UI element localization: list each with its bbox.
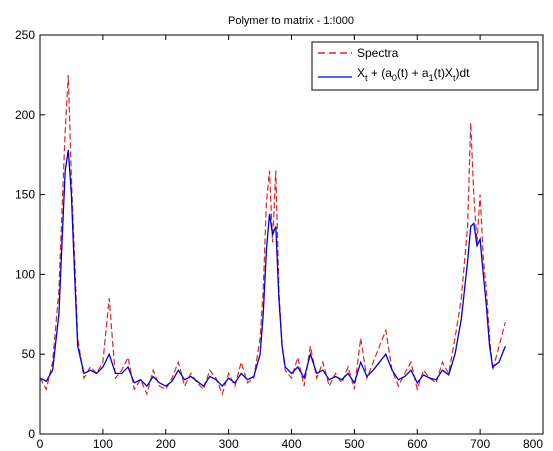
- legend-label-part: X: [357, 66, 365, 80]
- y-tick-label: 200: [15, 108, 35, 122]
- x-tick-label: 300: [219, 437, 239, 451]
- legend-label-subscript: 0: [392, 73, 397, 83]
- legend-label-model: Xt + (a0(t) + a1(t)Xt)dt: [357, 66, 470, 83]
- tick-layer: 0 100 200 300 400 500 600 700 800 0 50 100 150 200 250: [15, 28, 544, 451]
- legend-box: [311, 41, 539, 91]
- legend-label-part: (t)X: [434, 66, 453, 80]
- legend-label-subscript: t: [453, 73, 456, 83]
- x-tick-label: 500: [344, 437, 364, 451]
- x-tick-label: 800: [523, 437, 543, 451]
- legend-label-subscript: t: [365, 73, 368, 83]
- x-tick-label: 200: [156, 437, 176, 451]
- series-layer: [39, 74, 506, 396]
- x-tick-label: 400: [281, 437, 301, 451]
- legend-label-part: )dt: [455, 66, 470, 80]
- legend-label-part: + (a: [368, 66, 393, 80]
- legend: Spectra Xt + (a0(t) + a1(t)Xt)dt: [311, 41, 539, 91]
- series-line-spectra: [39, 74, 506, 396]
- chart-title: Polymer to matrix - 1:!000: [228, 15, 354, 27]
- series-line-model: [39, 149, 506, 388]
- legend-label-subscript: 1: [429, 73, 434, 83]
- y-tick-label: 0: [28, 427, 35, 441]
- legend-label-part: (t) + a: [397, 66, 429, 80]
- y-tick-label: 250: [15, 28, 35, 42]
- x-tick-label: 700: [470, 437, 490, 451]
- x-tick-label: 0: [37, 437, 44, 451]
- x-tick-label: 600: [407, 437, 427, 451]
- x-tick-label: 100: [93, 437, 113, 451]
- y-tick-label: 100: [15, 267, 35, 281]
- legend-label-spectra: Spectra: [357, 46, 399, 60]
- plot-area: [39, 34, 544, 435]
- y-tick-label: 50: [22, 347, 36, 361]
- y-tick-label: 150: [15, 188, 35, 202]
